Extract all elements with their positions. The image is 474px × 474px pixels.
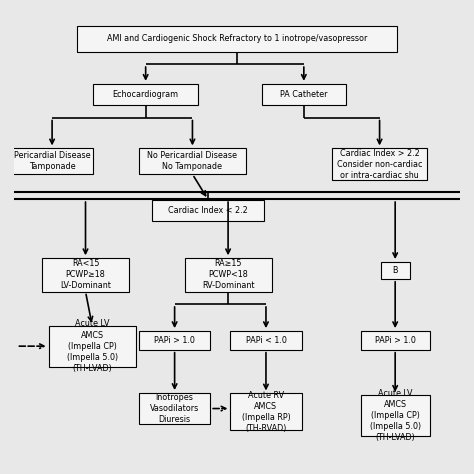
- FancyBboxPatch shape: [42, 258, 129, 292]
- FancyBboxPatch shape: [93, 84, 198, 105]
- FancyBboxPatch shape: [381, 262, 410, 279]
- Text: PAPi > 1.0: PAPi > 1.0: [154, 336, 195, 345]
- Text: Acute LV
AMCS
(Impella CP)
(Impella 5.0)
(TH-LVAD): Acute LV AMCS (Impella CP) (Impella 5.0)…: [67, 319, 118, 373]
- FancyBboxPatch shape: [361, 331, 430, 350]
- FancyBboxPatch shape: [77, 26, 397, 52]
- Text: Cardiac Index > 2.2
Consider non-cardiac
or intra-cardiac shu: Cardiac Index > 2.2 Consider non-cardiac…: [337, 149, 422, 180]
- Text: PAPi > 1.0: PAPi > 1.0: [375, 336, 416, 345]
- FancyBboxPatch shape: [139, 331, 210, 350]
- FancyBboxPatch shape: [139, 393, 210, 424]
- Text: Pericardial Disease
Tamponade: Pericardial Disease Tamponade: [14, 151, 91, 171]
- FancyBboxPatch shape: [11, 148, 93, 174]
- Text: Acute RV
AMCS
(Impella RP)
(TH-RVAD): Acute RV AMCS (Impella RP) (TH-RVAD): [242, 391, 291, 433]
- Text: AMI and Cardiogenic Shock Refractory to 1 inotrope/vasopressor: AMI and Cardiogenic Shock Refractory to …: [107, 34, 367, 43]
- Text: RA<15
PCWP≥18
LV-Dominant: RA<15 PCWP≥18 LV-Dominant: [60, 259, 111, 291]
- FancyBboxPatch shape: [49, 326, 136, 367]
- FancyBboxPatch shape: [230, 393, 301, 430]
- Text: B: B: [392, 266, 398, 275]
- Text: RA≥15
PCWP<18
RV-Dominant: RA≥15 PCWP<18 RV-Dominant: [202, 259, 255, 291]
- FancyBboxPatch shape: [185, 258, 272, 292]
- Text: Cardiac Index < 2.2: Cardiac Index < 2.2: [168, 206, 248, 215]
- Text: No Pericardial Disease
No Tamponade: No Pericardial Disease No Tamponade: [147, 151, 237, 171]
- FancyBboxPatch shape: [332, 148, 428, 181]
- Text: Echocardiogram: Echocardiogram: [113, 90, 179, 99]
- FancyBboxPatch shape: [230, 331, 301, 350]
- Text: PAPi < 1.0: PAPi < 1.0: [246, 336, 286, 345]
- Text: PA Catheter: PA Catheter: [280, 90, 328, 99]
- FancyBboxPatch shape: [152, 200, 264, 221]
- Text: Acute LV
AMCS
(Impella CP)
(Impella 5.0)
(TH-LVAD): Acute LV AMCS (Impella CP) (Impella 5.0)…: [370, 389, 421, 442]
- Text: Inotropes
Vasodilators
Diuresis: Inotropes Vasodilators Diuresis: [150, 393, 199, 424]
- FancyBboxPatch shape: [262, 84, 346, 105]
- FancyBboxPatch shape: [361, 395, 430, 436]
- FancyBboxPatch shape: [139, 148, 246, 174]
